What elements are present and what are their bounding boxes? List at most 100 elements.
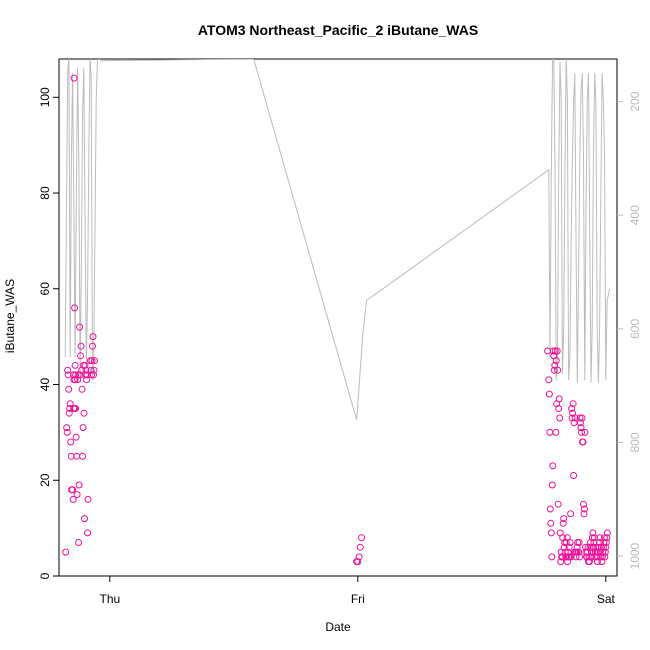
data-point xyxy=(569,400,577,408)
data-point xyxy=(576,414,584,422)
data-point xyxy=(580,500,587,508)
data-point xyxy=(587,553,595,561)
data-point xyxy=(91,357,98,365)
data-point xyxy=(556,414,564,422)
data-point xyxy=(72,405,80,412)
data-point xyxy=(567,510,575,518)
chart-title: ATOM3 Northeast_Pacific_2 iButane_WAS xyxy=(198,22,478,38)
y2-tick-label: 1000 xyxy=(628,542,642,569)
data-point xyxy=(559,519,567,527)
data-point xyxy=(547,519,555,527)
data-point xyxy=(563,553,571,561)
data-point xyxy=(89,333,97,341)
data-point xyxy=(579,438,587,446)
data-point xyxy=(602,543,610,551)
data-point xyxy=(545,376,553,384)
data-point xyxy=(80,409,88,417)
data-point xyxy=(76,323,84,331)
data-point xyxy=(565,543,573,551)
y-tick-label: 0 xyxy=(38,572,52,579)
data-point xyxy=(555,395,563,403)
data-point xyxy=(588,534,596,542)
data-point xyxy=(355,553,363,561)
x-tick-label: Thu xyxy=(99,592,120,606)
scatter-points xyxy=(62,74,611,566)
data-point xyxy=(575,548,583,556)
data-point xyxy=(74,371,82,379)
data-point xyxy=(576,553,584,561)
plot-frame xyxy=(58,58,618,577)
data-point xyxy=(548,553,556,561)
data-point xyxy=(588,548,595,556)
x-axis-label: Date xyxy=(325,620,351,634)
data-point xyxy=(552,357,560,365)
data-point xyxy=(561,548,569,556)
data-point xyxy=(550,366,558,374)
data-point xyxy=(65,409,73,417)
data-point xyxy=(69,495,77,503)
y2-tick-label: 400 xyxy=(628,205,642,225)
data-point xyxy=(580,510,588,518)
data-point xyxy=(67,452,75,460)
data-point xyxy=(90,366,98,374)
data-point xyxy=(82,366,90,374)
data-point xyxy=(549,462,557,470)
data-point xyxy=(62,548,70,556)
data-point xyxy=(577,424,585,432)
data-point xyxy=(602,539,610,546)
data-point xyxy=(586,558,593,566)
data-point xyxy=(81,515,88,523)
pressure-line-series xyxy=(64,59,611,420)
y2-tick-label: 600 xyxy=(628,319,642,339)
data-point xyxy=(79,452,87,460)
data-point xyxy=(545,390,553,398)
y-axis-label: iButane_WAS xyxy=(3,279,17,353)
data-point xyxy=(71,304,79,312)
data-point xyxy=(578,428,585,436)
data-point xyxy=(77,352,85,360)
data-point xyxy=(70,74,78,82)
data-point xyxy=(554,500,562,508)
data-point xyxy=(549,347,557,355)
data-point xyxy=(69,486,77,494)
data-point xyxy=(90,371,97,379)
data-point xyxy=(554,366,562,374)
data-point xyxy=(354,558,362,566)
data-point xyxy=(581,505,588,513)
data-point xyxy=(589,529,597,537)
x-tick-label: Fri xyxy=(351,592,365,606)
data-point xyxy=(578,414,586,422)
data-point xyxy=(72,433,80,441)
data-point xyxy=(593,558,601,566)
data-point xyxy=(67,438,75,446)
data-point xyxy=(84,495,92,503)
data-point xyxy=(546,428,554,436)
pressure-line xyxy=(64,59,611,420)
data-point xyxy=(63,428,71,436)
data-point xyxy=(568,405,576,412)
data-point xyxy=(83,376,90,384)
data-point xyxy=(603,529,611,537)
data-point xyxy=(555,405,563,412)
data-point xyxy=(546,505,554,513)
data-point xyxy=(63,424,71,432)
data-point xyxy=(71,361,79,369)
data-point xyxy=(78,385,86,393)
data-point xyxy=(581,428,589,436)
data-point xyxy=(356,543,364,551)
x-axis: Thu Fri Sat xyxy=(99,576,616,606)
data-point xyxy=(81,361,89,369)
data-point xyxy=(571,414,579,422)
y-tick-label: 60 xyxy=(38,282,52,296)
data-point xyxy=(566,539,574,546)
data-point xyxy=(552,428,560,436)
data-point xyxy=(570,472,578,479)
data-point xyxy=(76,371,84,379)
data-point xyxy=(551,347,559,355)
data-point xyxy=(577,419,584,427)
data-point xyxy=(75,539,83,546)
y-tick-label: 100 xyxy=(38,87,52,107)
y-axis-left: 0 20 40 60 80 100 xyxy=(38,87,59,579)
data-point xyxy=(75,481,83,489)
